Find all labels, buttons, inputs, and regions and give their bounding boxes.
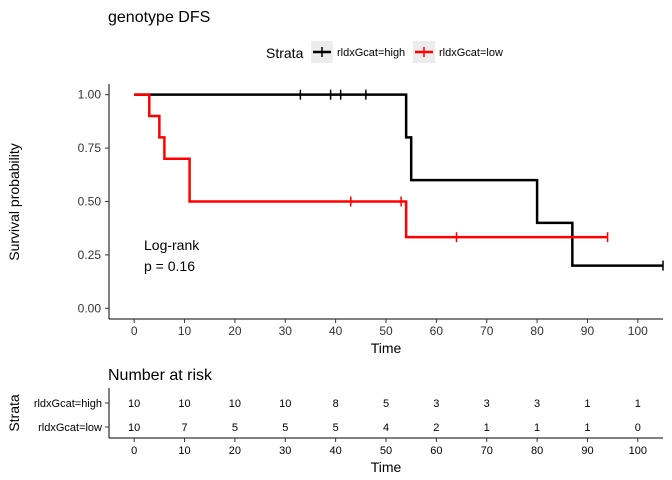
risk-cell: 1 bbox=[584, 422, 590, 434]
x-tick-label: 80 bbox=[530, 324, 544, 338]
risk-x-tick-label: 20 bbox=[229, 445, 241, 457]
risk-x-tick-label: 10 bbox=[178, 445, 190, 457]
risk-row-label: rldxGcat=high bbox=[34, 398, 102, 410]
risk-x-tick-label: 40 bbox=[330, 445, 342, 457]
logrank-label: Log-rank bbox=[144, 237, 200, 253]
x-tick-label: 30 bbox=[279, 324, 293, 338]
x-tick-label: 40 bbox=[329, 324, 343, 338]
risk-table-title: Number at risk bbox=[108, 367, 213, 384]
y-tick-label: 1.00 bbox=[78, 88, 102, 102]
series-line-low bbox=[134, 93, 608, 239]
risk-x-tick-label: 60 bbox=[430, 445, 442, 457]
risk-cell: 5 bbox=[232, 422, 238, 434]
risk-x-tick-label: 90 bbox=[581, 445, 593, 457]
pvalue-label: p = 0.16 bbox=[144, 258, 195, 274]
x-tick-label: 10 bbox=[178, 324, 192, 338]
risk-cell: 1 bbox=[534, 422, 540, 434]
risk-cell: 10 bbox=[128, 422, 140, 434]
risk-x-tick-label: 50 bbox=[380, 445, 392, 457]
risk-cell: 3 bbox=[534, 398, 540, 410]
x-tick-label: 90 bbox=[581, 324, 595, 338]
risk-cell: 1 bbox=[584, 398, 590, 410]
risk-cell: 3 bbox=[433, 398, 439, 410]
y-tick-label: 0.75 bbox=[78, 141, 102, 155]
x-tick-label: 70 bbox=[480, 324, 494, 338]
risk-cell: 1 bbox=[484, 422, 490, 434]
risk-x-tick-label: 0 bbox=[131, 445, 137, 457]
risk-y-axis-title: Strata bbox=[6, 394, 22, 432]
risk-cell: 8 bbox=[333, 398, 339, 410]
y-tick-label: 0.50 bbox=[78, 195, 102, 209]
x-tick-label: 100 bbox=[628, 324, 648, 338]
risk-cell: 5 bbox=[333, 422, 339, 434]
x-tick-label: 50 bbox=[379, 324, 393, 338]
risk-cell: 10 bbox=[178, 398, 190, 410]
main-ticks: 0 10 20 30 40 50 60 70 80 90 100 0.00 0.25 0.50 0.75 1.… bbox=[78, 88, 649, 338]
legend: Strata rldxGcat=high rldxGcat=low bbox=[266, 41, 503, 63]
risk-x-tick-label: 80 bbox=[531, 445, 543, 457]
x-tick-label: 20 bbox=[228, 324, 242, 338]
risk-x-tick-label: 70 bbox=[481, 445, 493, 457]
risk-cell: 3 bbox=[484, 398, 490, 410]
risk-cell: 5 bbox=[383, 398, 389, 410]
risk-cell: 4 bbox=[383, 422, 389, 434]
risk-cell: 10 bbox=[279, 398, 291, 410]
x-axis-title: Time bbox=[371, 340, 402, 356]
risk-x-tick-label: 30 bbox=[279, 445, 291, 457]
chart-title: genotype DFS bbox=[108, 9, 210, 26]
survival-curves bbox=[134, 89, 664, 271]
risk-x-tick-label: 100 bbox=[629, 445, 647, 457]
y-tick-label: 0.00 bbox=[78, 301, 102, 315]
y-tick-label: 0.25 bbox=[78, 248, 102, 262]
legend-label-low: rldxGcat=low bbox=[439, 47, 503, 59]
legend-title: Strata bbox=[266, 45, 304, 61]
risk-x-axis-title: Time bbox=[371, 459, 402, 475]
y-axis-title: Survival probability bbox=[6, 143, 22, 261]
risk-row-label: rldxGcat=low bbox=[38, 422, 102, 434]
risk-cell: 5 bbox=[282, 422, 288, 434]
risk-cell: 10 bbox=[229, 398, 241, 410]
x-tick-label: 60 bbox=[430, 324, 444, 338]
x-tick-label: 0 bbox=[131, 324, 138, 338]
risk-cell: 0 bbox=[635, 422, 641, 434]
series-line-high bbox=[134, 93, 663, 267]
risk-cell: 1 bbox=[635, 398, 641, 410]
risk-table: rldxGcat=high 10 10 10 10 8 5 3 3 3 1 1rldxGcat=low… bbox=[34, 398, 647, 457]
risk-cell: 2 bbox=[433, 422, 439, 434]
legend-label-high: rldxGcat=high bbox=[337, 47, 405, 59]
risk-cell: 10 bbox=[128, 398, 140, 410]
risk-cell: 7 bbox=[181, 422, 187, 434]
